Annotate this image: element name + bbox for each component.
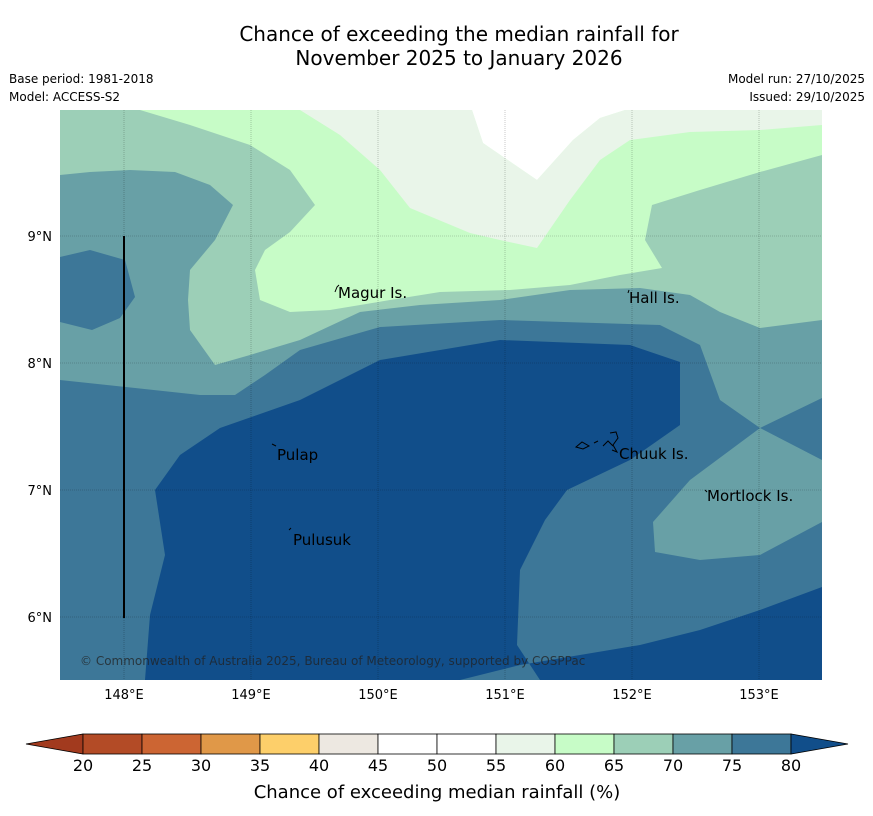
colorbar-segment-60-65 bbox=[554, 733, 615, 755]
place-mortlock: Mortlock Is. bbox=[707, 487, 793, 505]
lon-tick-148: 148°E bbox=[104, 688, 144, 703]
colorbar-tick-60: 60 bbox=[545, 756, 565, 775]
colorbar-tick-80: 80 bbox=[781, 756, 801, 775]
colorbar-tick-50: 50 bbox=[427, 756, 447, 775]
issued-text: Issued: 29/10/2025 bbox=[749, 90, 865, 104]
colorbar-tick-25: 25 bbox=[132, 756, 152, 775]
place-pulusuk: Pulusuk bbox=[293, 531, 351, 549]
colorbar-segment-70-75 bbox=[672, 733, 733, 755]
colorbar-segment-40-45 bbox=[318, 733, 379, 755]
place-magur: Magur Is. bbox=[338, 284, 407, 302]
colorbar-tick-30: 30 bbox=[191, 756, 211, 775]
model-run-text: Model run: 27/10/2025 bbox=[727, 72, 865, 86]
colorbar-extend-low bbox=[25, 733, 84, 755]
colorbar-segment-30-35 bbox=[200, 733, 261, 755]
lon-tick-151: 151°E bbox=[485, 688, 525, 703]
pulap-outline bbox=[271, 443, 277, 447]
colorbar-segment-35-40 bbox=[259, 733, 320, 755]
place-chuuk: Chuuk Is. bbox=[619, 445, 688, 463]
meta-right: Model run: 27/10/2025 Issued: 29/10/2025 bbox=[728, 70, 865, 106]
chart-title: Chance of exceeding the median rainfall … bbox=[0, 22, 873, 70]
colorbar-tick-35: 35 bbox=[250, 756, 270, 775]
colorbar-segment-25-30 bbox=[141, 733, 202, 755]
base-period-text: Base period: 1981-2018 bbox=[9, 72, 154, 86]
colorbar-label: Chance of exceeding median rainfall (%) bbox=[254, 782, 621, 803]
lat-tick-9n: 9°N bbox=[28, 230, 53, 245]
colorbar-tick-70: 70 bbox=[663, 756, 683, 775]
title-line-1: Chance of exceeding the median rainfall … bbox=[239, 22, 679, 46]
zone-50-55 bbox=[472, 110, 625, 180]
place-hall: Hall Is. bbox=[629, 289, 680, 307]
title-line-2: November 2025 to January 2026 bbox=[295, 46, 623, 70]
lon-tick-152: 152°E bbox=[612, 688, 652, 703]
lat-tick-8n: 8°N bbox=[28, 357, 53, 372]
island-outlines bbox=[271, 284, 708, 531]
lon-tick-153: 153°E bbox=[739, 688, 779, 703]
colorbar-tick-45: 45 bbox=[368, 756, 388, 775]
colorbar-tick-65: 65 bbox=[604, 756, 624, 775]
colorbar-segment-45-50 bbox=[377, 733, 438, 755]
hall-outline bbox=[627, 289, 630, 294]
colorbar: 20 25 30 35 40 45 50 55 60 65 70 75 80 bbox=[25, 733, 849, 775]
lat-tick-7n: 7°N bbox=[28, 484, 53, 499]
colorbar-tick-75: 75 bbox=[722, 756, 742, 775]
lat-tick-6n: 6°N bbox=[28, 611, 53, 626]
place-pulap: Pulap bbox=[277, 446, 318, 464]
meta-left: Base period: 1981-2018 Model: ACCESS-S2 bbox=[9, 70, 154, 106]
lon-tick-149: 149°E bbox=[231, 688, 271, 703]
copyright-text: © Commonwealth of Australia 2025, Bureau… bbox=[80, 654, 585, 668]
colorbar-tick-40: 40 bbox=[309, 756, 329, 775]
colorbar-segment-75-80 bbox=[731, 733, 792, 755]
colorbar-segment-65-70 bbox=[613, 733, 674, 755]
colorbar-tick-20: 20 bbox=[73, 756, 93, 775]
zone-70-75-mortlock bbox=[653, 428, 822, 560]
magur-outline bbox=[334, 284, 340, 293]
chuuk-outline bbox=[574, 431, 619, 453]
colorbar-segment-55-60 bbox=[495, 733, 556, 755]
mortlock-outline bbox=[704, 489, 708, 493]
colorbar-tick-55: 55 bbox=[486, 756, 506, 775]
lon-tick-150: 150°E bbox=[358, 688, 398, 703]
colorbar-extend-high bbox=[790, 733, 849, 755]
zone-55-60 bbox=[300, 110, 822, 248]
pulusuk-outline bbox=[288, 527, 292, 531]
map-area: Magur Is. Hall Is. Pulap Chuuk Is. Mortl… bbox=[60, 110, 822, 680]
zone-75-80-west bbox=[60, 250, 135, 330]
colorbar-segment-50-55 bbox=[436, 733, 497, 755]
colorbar-segment-20-25 bbox=[82, 733, 143, 755]
model-text: Model: ACCESS-S2 bbox=[9, 90, 121, 104]
